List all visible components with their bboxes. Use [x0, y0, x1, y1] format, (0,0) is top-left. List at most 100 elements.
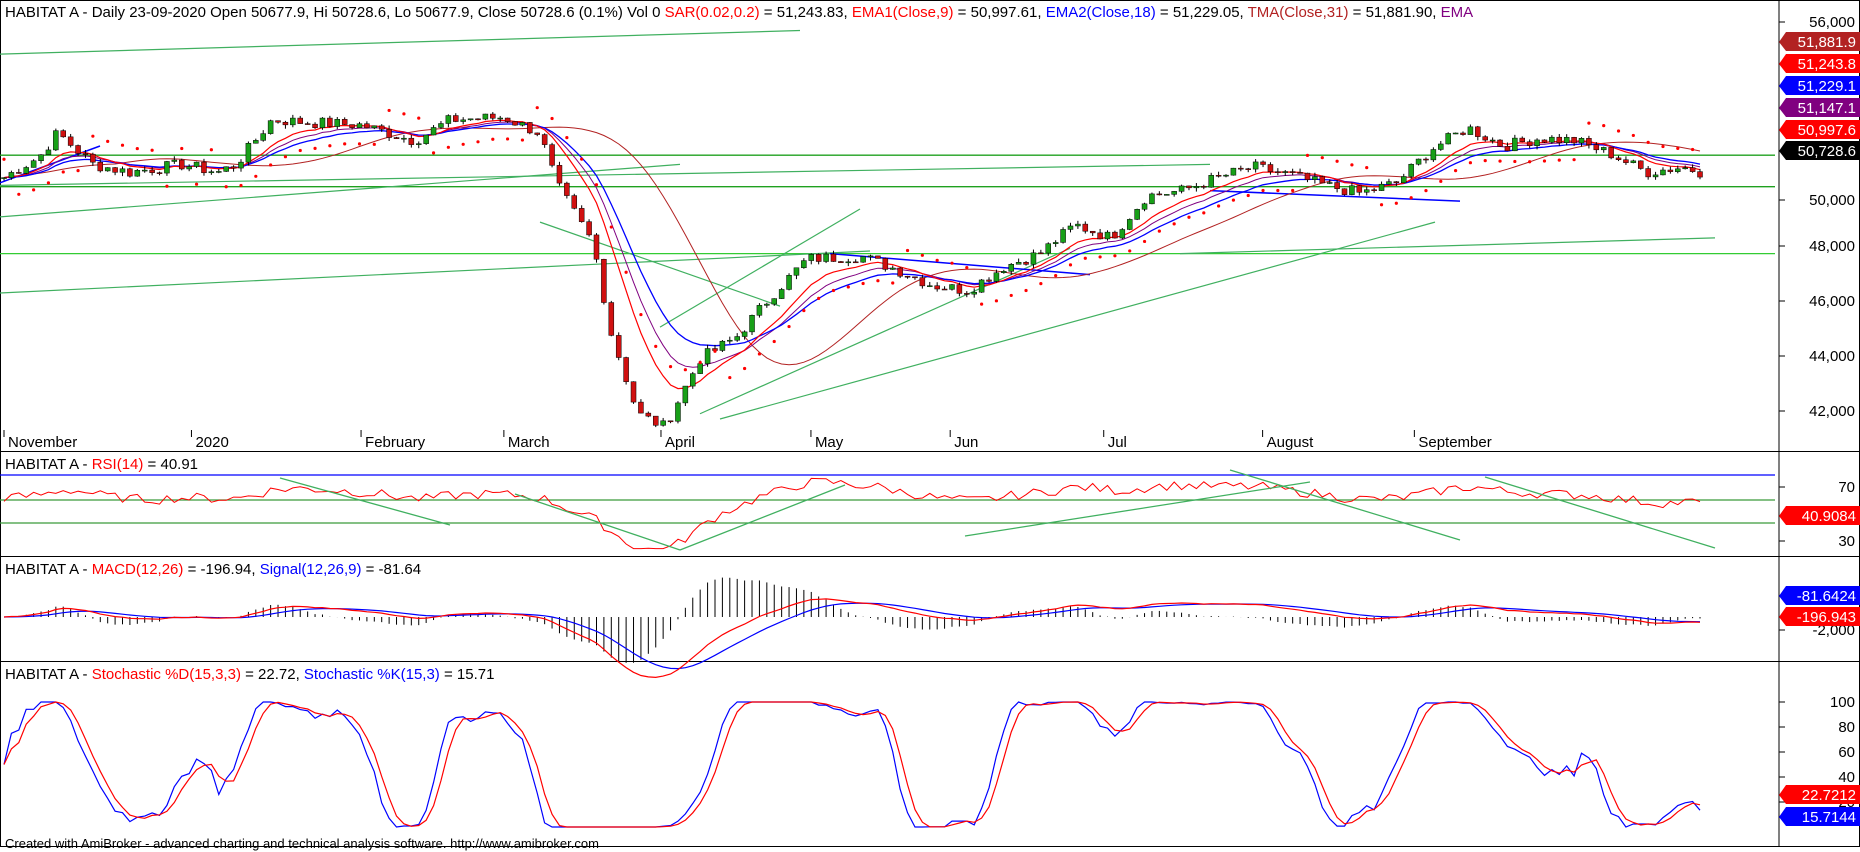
sar-dot [846, 285, 850, 289]
stoch-k-line [3, 701, 1701, 828]
value-box-pointer [1779, 586, 1786, 605]
value-box [1786, 98, 1860, 117]
sar-dot [1676, 146, 1680, 150]
candle-body [1134, 209, 1140, 220]
candle-body [341, 119, 348, 125]
sar-dot [1365, 166, 1369, 170]
candle-body [1452, 132, 1459, 135]
stoch-y-label: 40 [1838, 769, 1855, 786]
sar-dot [1335, 159, 1339, 163]
candle-body [927, 285, 933, 287]
price-y-label: 50,000 [1809, 192, 1855, 209]
rsi-line [3, 477, 1701, 550]
candle-body [1282, 171, 1289, 173]
candle-body [912, 276, 918, 279]
ema3-line [3, 121, 1701, 368]
candle-body [815, 254, 822, 262]
candle-body [830, 253, 837, 262]
rsi-trend-line [1229, 469, 1461, 541]
sar-dot [1498, 159, 1502, 163]
macd-y-label: -2,000 [1812, 622, 1855, 639]
candle-body [675, 402, 681, 422]
sar-dot [135, 146, 139, 151]
candle-body [16, 172, 22, 174]
title-part: = -81.64 [361, 561, 421, 578]
candle-body [1630, 160, 1637, 163]
x-axis-label: March [508, 434, 550, 451]
candle-body [60, 130, 66, 138]
sar-dot [654, 344, 658, 348]
sar-dot [980, 302, 984, 306]
candle-body [30, 160, 37, 168]
candle-body [193, 161, 200, 167]
candle-body [660, 420, 666, 426]
candle-body [771, 298, 777, 305]
candle-body [1260, 161, 1266, 165]
sar-dot [46, 181, 51, 185]
candle-body [652, 415, 659, 426]
candle-body [1104, 231, 1111, 240]
sar-dot [1616, 129, 1621, 133]
candle-body [1497, 139, 1503, 147]
title-part: HABITAT A - [5, 456, 92, 473]
sar-dot [580, 157, 584, 161]
x-axis-label: 2020 [195, 434, 228, 451]
candle-body [1526, 141, 1533, 146]
candle-body [556, 165, 563, 184]
candle-body [1275, 171, 1281, 173]
candle-body [1141, 203, 1148, 210]
candle-body [1652, 174, 1659, 178]
candle-body [134, 170, 141, 177]
candle-body [371, 125, 378, 129]
sar-dot [328, 144, 332, 148]
candle-body [415, 143, 422, 145]
candle-body [904, 275, 911, 278]
sar-dot [165, 184, 169, 188]
candle-body [1149, 193, 1155, 205]
sar-dot [1557, 158, 1561, 162]
candle-body [327, 117, 333, 127]
candle-body [1697, 171, 1703, 178]
candle-body [53, 130, 59, 151]
sar-dot [402, 112, 406, 116]
sar-dot [965, 265, 969, 270]
sar-dot [1128, 249, 1132, 253]
candle-body [875, 255, 881, 259]
sar-dot [728, 375, 732, 380]
candle-body [97, 161, 104, 172]
x-axis-label: November [8, 434, 77, 451]
sar-dot [1276, 188, 1280, 193]
rsi-trend-line [679, 484, 846, 551]
candle-body [1119, 229, 1126, 239]
candle-body [1178, 185, 1185, 192]
sar-dot [387, 108, 391, 113]
rsi-y-label: 70 [1838, 479, 1855, 496]
price-panel-frame [0, 0, 1860, 452]
title-part: = 40.91 [143, 456, 198, 473]
sar-dot [120, 143, 125, 147]
price-panel-title: HABITAT A - Daily 23-09-2020 Open 50677.… [5, 4, 1473, 21]
sar-dot [683, 368, 687, 372]
sar-dot [594, 183, 599, 187]
candle-body [527, 122, 533, 134]
sar-dot [1217, 204, 1221, 208]
candle-body [356, 123, 363, 128]
candle-body [823, 253, 829, 262]
candle-body [171, 159, 178, 162]
sar-dot [1394, 201, 1398, 205]
sar-dot [1202, 211, 1206, 215]
candle-body [1067, 225, 1074, 230]
trend-line [0, 29, 801, 55]
candle-body [319, 117, 326, 128]
ema1-line [3, 119, 1701, 390]
candle-body [1423, 158, 1429, 161]
title-part: = 22.72, [241, 666, 304, 683]
sar-dot [935, 258, 939, 262]
candle-body [1512, 137, 1518, 152]
candle-body [1615, 157, 1622, 160]
title-part: Signal(12,26,9) [260, 561, 362, 578]
candle-body [1445, 133, 1451, 145]
candle-body [1638, 160, 1644, 169]
value-box-label: 50,997.6 [1798, 122, 1856, 139]
stoch-y-label: 100 [1830, 694, 1855, 711]
